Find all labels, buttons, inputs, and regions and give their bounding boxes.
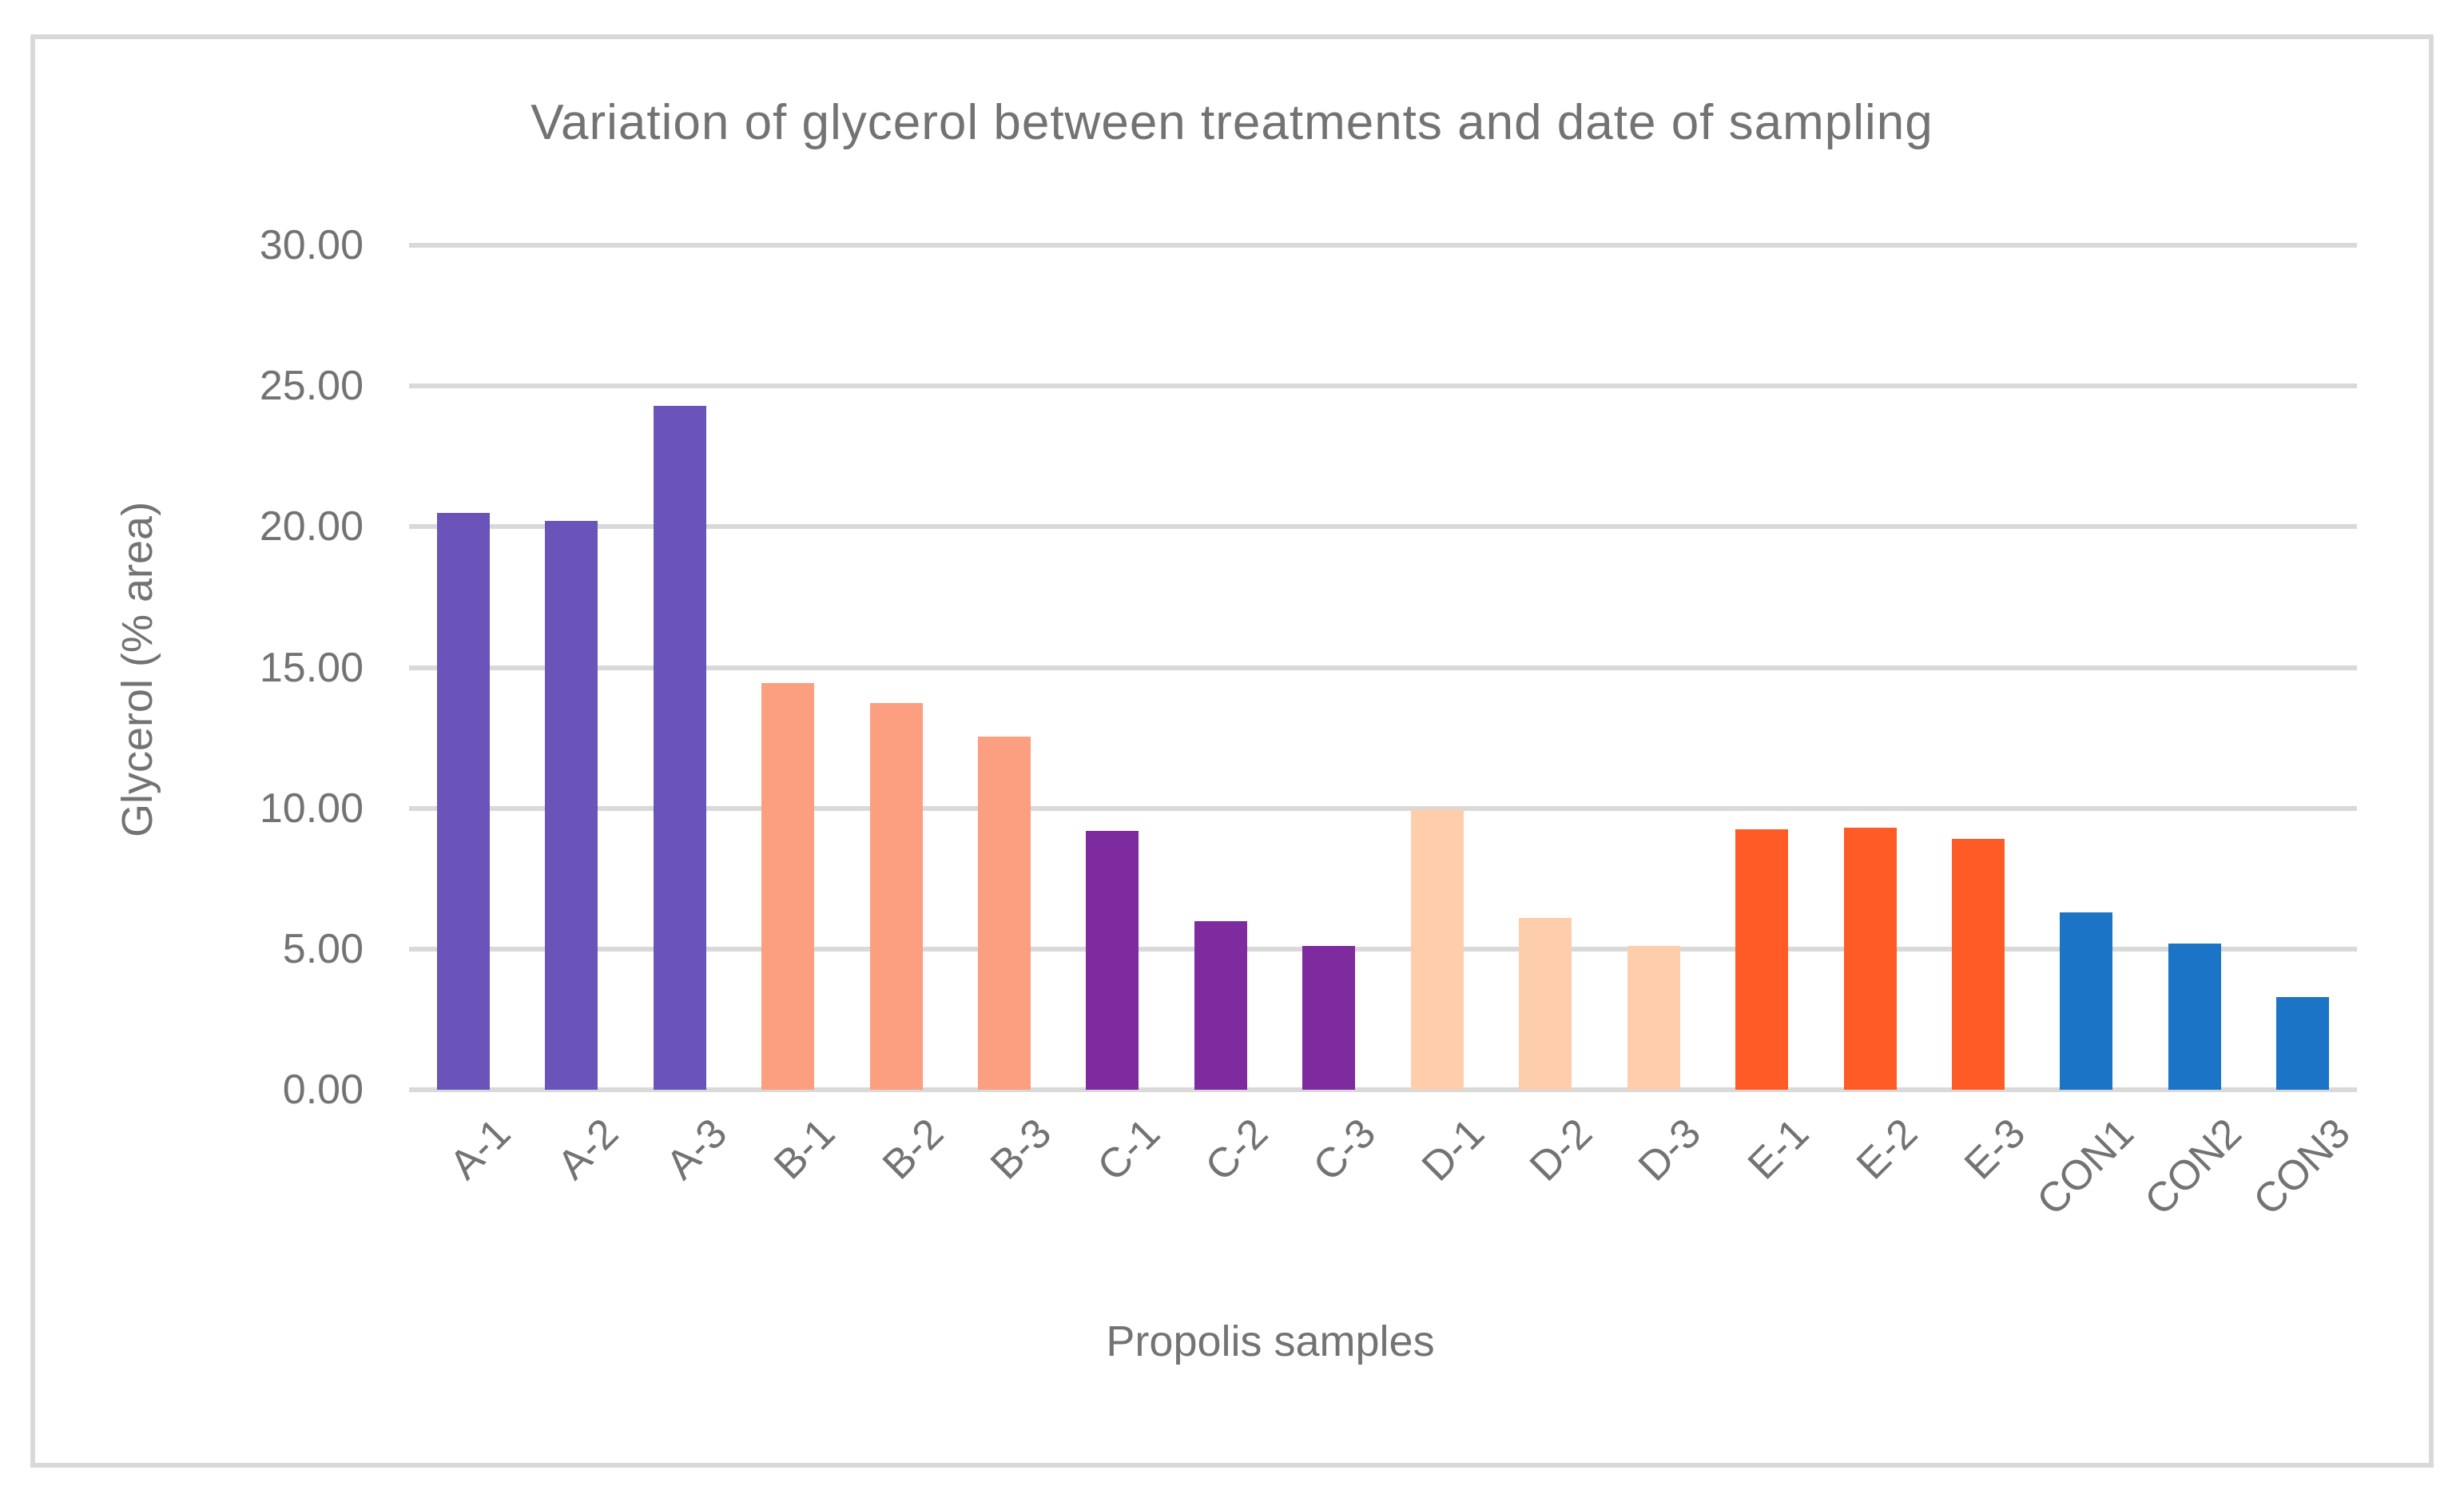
- bar-d-1[interactable]: [1410, 809, 1464, 1090]
- gridline: [409, 805, 2357, 811]
- bar-a-3[interactable]: [653, 405, 706, 1090]
- bar-c-3[interactable]: [1302, 946, 1356, 1090]
- y-tick-label: 20.00: [259, 503, 364, 550]
- plot-area: [409, 243, 2357, 1092]
- gridline: [409, 1087, 2357, 1092]
- bar-e-3[interactable]: [1951, 839, 2005, 1090]
- gridline: [409, 383, 2357, 389]
- bar-d-2[interactable]: [1519, 918, 1572, 1090]
- y-tick-label: 0.00: [282, 1067, 364, 1113]
- y-tick-label: 15.00: [259, 644, 364, 691]
- bar-con2[interactable]: [2168, 943, 2221, 1090]
- gridline: [409, 665, 2357, 670]
- bar-con3[interactable]: [2276, 996, 2330, 1090]
- bar-b-3[interactable]: [977, 736, 1031, 1090]
- chart-title: Variation of glycerol between treatments…: [531, 95, 1933, 150]
- bar-e-1[interactable]: [1735, 829, 1789, 1090]
- gridline: [409, 243, 2357, 248]
- bar-a-1[interactable]: [436, 512, 490, 1090]
- y-tick-label: 30.00: [259, 222, 364, 268]
- gridline: [409, 524, 2357, 530]
- bar-b-2[interactable]: [869, 702, 923, 1090]
- gridline: [409, 946, 2357, 952]
- bar-d-3[interactable]: [1627, 946, 1680, 1090]
- y-tick-label: 5.00: [282, 925, 364, 972]
- y-tick-label: 25.00: [259, 363, 364, 410]
- bar-con1[interactable]: [2060, 912, 2113, 1090]
- bar-c-1[interactable]: [1086, 830, 1139, 1090]
- y-axis-title: Glycerol (% area): [113, 501, 161, 838]
- chart-border: [30, 34, 2434, 1468]
- bar-b-1[interactable]: [761, 682, 815, 1090]
- x-axis-title: Propolis samples: [1106, 1317, 1435, 1365]
- bar-c-2[interactable]: [1194, 920, 1247, 1090]
- y-tick-label: 10.00: [259, 785, 364, 832]
- bar-a-2[interactable]: [545, 521, 598, 1090]
- bar-e-2[interactable]: [1843, 828, 1897, 1090]
